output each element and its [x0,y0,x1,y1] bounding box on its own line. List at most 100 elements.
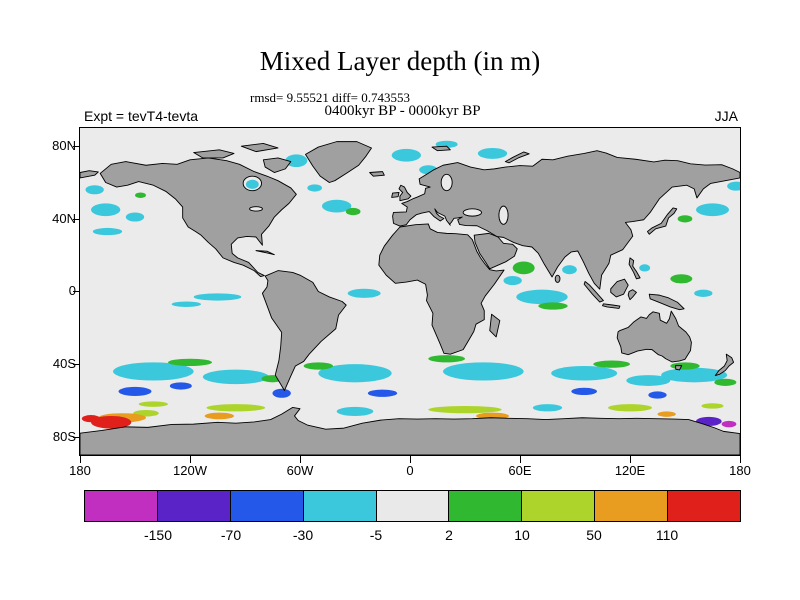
island-new-zealand [714,353,735,377]
x-label-180e: 180 [729,463,751,478]
patch-nz-south-green [714,378,737,386]
patch-spac-blue-2 [169,382,192,390]
arctic-islands-2 [240,142,279,153]
x-tick-120e [630,456,631,463]
patch-south-of-australia [626,375,671,386]
colorbar-label-8: 110 [655,527,679,543]
anomaly-patches-blue [118,382,667,399]
continent-south-america [261,270,347,391]
patch-labrador-sea [307,184,322,192]
colorbar-label-2: -70 [220,527,242,543]
y-tick-80s [73,437,80,438]
patch-sind-blue [571,387,597,396]
patch-sind-band-1 [443,362,524,381]
patch-sind-band-2 [551,365,618,381]
patch-eq-indian [516,289,568,305]
x-tick-180w [80,456,81,463]
patch-yg-atlantic-indian [428,405,502,414]
patch-eq-pacific [193,293,242,301]
x-label-120e: 120E [614,463,646,478]
colorbar-segment-3 [229,491,303,521]
patch-satl-blue [367,389,398,397]
patch-nw-pacific [696,203,729,217]
colorbar-label-7: 50 [586,527,602,543]
patch-gulf-of-alaska [135,192,146,198]
island-svalbard [431,145,451,152]
anomaly-patches-green [135,192,737,386]
y-tick-40s [73,364,80,365]
patch-w-pacific [694,289,713,297]
y-tick-80n [73,146,80,147]
colorbar-label-1: -150 [143,527,173,543]
island-iceland [369,171,385,177]
x-tick-180e [740,456,741,463]
island-greenland [305,141,372,183]
patch-north-atlantic [322,199,352,213]
patch-spac-blue-3 [648,391,667,399]
patch-bering-east [85,185,104,195]
colorbar-segment-8 [594,491,668,521]
comparison-line: 0400kyr BP - 0000kyr BP [324,103,481,119]
baltic-sea [440,173,453,192]
patch-s-aus-green [593,360,630,368]
patch-east-antarctic [532,404,563,412]
x-tick-60w [300,456,301,463]
anomaly-patches-yellow-green [133,401,724,417]
island-madagascar [489,313,501,338]
patch-orange-adelie [657,411,676,417]
patch-orange-east-ant [476,412,509,420]
x-tick-60e [520,456,521,463]
continent-eurasia [392,150,740,290]
colorbar-segment-2 [156,491,230,521]
y-label-80s: 80S [52,429,76,444]
colorbar-segment-4 [302,491,376,521]
island-sulawesi [627,289,637,301]
x-label-120w: 120W [173,463,207,478]
island-britain [398,184,412,202]
patch-red-ross-sea [91,415,132,429]
map-frame [79,127,741,456]
patch-s-indian-trop [538,302,568,310]
patch-spac-band-3 [661,367,728,383]
island-ireland [391,192,400,198]
island-philippines [628,257,641,280]
x-tick-120w [190,456,191,463]
lake-anomalies [245,179,259,189]
x-label-180w: 180 [69,463,91,478]
patch-ne-pacific-2 [125,212,145,222]
island-java [602,303,621,309]
continents [80,141,740,455]
anomaly-patches-magenta [721,420,737,428]
patch-spac-green [168,358,212,366]
x-label-60w: 60W [286,463,314,478]
colorbar-label-3: -30 [292,527,314,543]
patch-ne-pacific [91,203,121,217]
colorbar-segment-5 [375,491,449,521]
island-novaya-zemlya [504,151,530,164]
island-baffin [262,157,292,173]
peninsula-arabia [473,232,518,270]
island-cuba [255,250,275,256]
island-borneo [610,278,629,298]
colorbar-segment-6 [448,491,522,521]
island-sri-lanka [554,274,561,283]
world-map [80,128,740,455]
colorbar-segment-1 [85,491,157,521]
patch-yg-ross-east [701,403,724,409]
patch-nw-pacific-green [677,215,693,223]
island-tasmania [675,365,683,371]
continent-africa [378,223,505,355]
anomaly-patches-red [81,415,132,429]
y-tick-0 [73,291,80,292]
island-japan [646,207,678,235]
patch-red-ross-west [81,415,101,423]
colorbar-label-5: 2 [445,527,453,543]
patch-satl-band [318,364,392,383]
y-label-40n: 40N [52,211,76,226]
arctic-islands-1 [193,149,235,159]
colorbar-label-6: 10 [514,527,530,543]
caspian-sea [498,205,509,225]
stats-line: rmsd= 9.55521 diff= 0.743553 [250,90,410,105]
anomaly-patches-cyan [85,140,740,416]
patch-hudson-bay-cyan [245,179,259,189]
